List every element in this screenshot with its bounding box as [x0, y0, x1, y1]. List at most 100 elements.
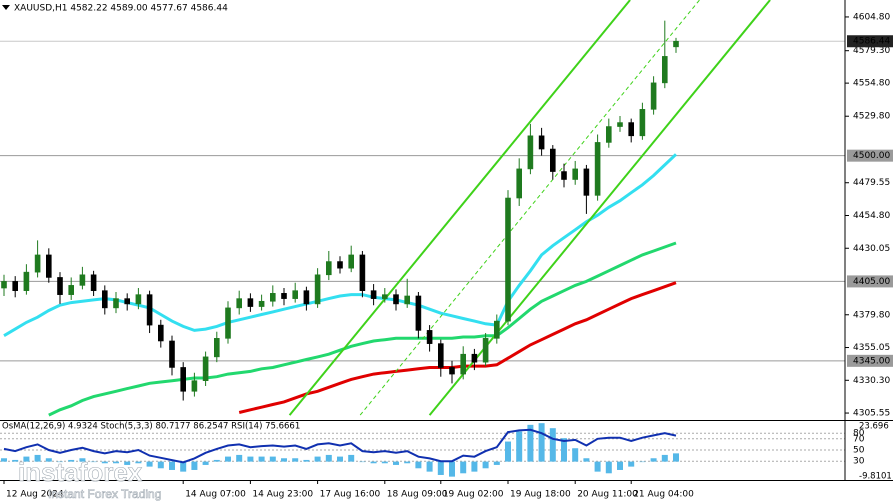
candle-body	[549, 148, 556, 172]
osma-bar	[90, 461, 97, 463]
x-tick-label: 12 Aug 2024	[6, 490, 64, 500]
candle-body	[617, 122, 623, 127]
osma-bar	[583, 458, 590, 462]
y-tick-label: 4604.80	[853, 12, 890, 22]
x-tick-label: 14 Aug 07:00	[185, 490, 246, 500]
osma-bar	[404, 461, 411, 464]
osma-bar	[247, 456, 254, 462]
indicator-label: OsMA(12,26,9) 4.9324 Stoch(5,3,3) 80.717…	[2, 422, 300, 432]
candle-body	[348, 254, 355, 269]
candle-body	[135, 294, 142, 305]
candle-body	[527, 135, 534, 170]
osma-bar	[549, 428, 556, 462]
osma-bar	[639, 461, 646, 463]
y-tick-label: 4529.80	[853, 112, 890, 122]
candle-body	[102, 290, 108, 309]
osma-bar	[650, 458, 657, 462]
chart-title: XAUUSD,H1 4582.22 4589.00 4577.67 4586.4…	[14, 4, 228, 14]
candle-body	[583, 168, 590, 196]
osma-bar	[337, 456, 343, 462]
level-label: 4345.00	[853, 356, 890, 366]
osma-bar	[146, 461, 153, 467]
candle-body	[493, 320, 500, 339]
osma-bar	[482, 461, 489, 469]
x-tick-label: 14 Aug 23:00	[252, 490, 313, 500]
osma-bar	[527, 424, 534, 462]
candle-body	[68, 285, 74, 295]
osma-bar	[505, 441, 511, 462]
candle-body	[158, 324, 164, 342]
candle-body	[460, 353, 467, 375]
osma-bar	[23, 456, 30, 462]
osma-bar	[1, 458, 7, 462]
channel-line	[288, 0, 631, 416]
candle-body	[225, 307, 231, 339]
osma-bar	[673, 453, 679, 462]
osma-bar	[460, 461, 467, 474]
candle-body	[538, 135, 545, 150]
y-tick-label: 4330.30	[853, 376, 890, 386]
indicator-y2-tick-label: -9.8101	[859, 472, 892, 482]
level-tag	[847, 149, 893, 162]
x-tick-label: 20 Aug 11:00	[577, 490, 638, 500]
candle-body	[325, 261, 332, 276]
osma-bar	[113, 461, 119, 464]
candle-body	[45, 254, 52, 278]
level-label: 4405.00	[853, 277, 890, 287]
candle-body	[1, 281, 7, 289]
osma-bar	[258, 456, 265, 462]
osma-bar	[169, 461, 175, 470]
osma-bar	[661, 454, 668, 462]
x-tick-label: 18 Aug 09:00	[387, 490, 448, 500]
candle-body	[359, 254, 366, 291]
osma-bar	[236, 454, 243, 462]
candle-body	[34, 254, 41, 273]
osma-bar	[437, 461, 444, 475]
osma-bar	[381, 461, 388, 464]
osma-bar	[303, 459, 310, 462]
osma-bar	[292, 458, 299, 462]
osma-bar	[393, 461, 399, 465]
axes: 4604.80 4579.30 4554.80 4529.80 4479.55 4454.…	[3, 12, 893, 500]
indicator-tick-label: 50	[853, 446, 865, 456]
osma-bar	[12, 459, 19, 462]
y-tick-label: 4479.55	[853, 178, 890, 188]
candle-body	[303, 290, 310, 305]
candle-body	[639, 109, 646, 137]
channel-line	[359, 0, 700, 416]
osma-bar	[314, 456, 321, 462]
candle-body	[337, 261, 343, 269]
osma-bar	[45, 458, 52, 462]
osma-bar	[124, 461, 131, 465]
x-tick-label: 21 Aug 04:00	[633, 490, 694, 500]
candle-body	[561, 171, 567, 180]
moving-average	[48, 241, 677, 417]
osma-bar	[359, 461, 366, 463]
osma-bar	[538, 423, 545, 462]
osma-bar	[516, 431, 523, 462]
candle-body	[214, 338, 220, 358]
indicator-tick-label: 70	[853, 434, 865, 444]
candle-body	[370, 290, 377, 299]
watermark-tagline: Instant Forex Trading	[48, 487, 161, 501]
osma-bar	[325, 454, 332, 462]
y-tick-label: 4379.80	[853, 310, 890, 320]
candle-body	[572, 168, 579, 180]
osma-bar	[225, 456, 231, 462]
osma-bar	[605, 461, 612, 474]
level-tag	[847, 275, 893, 288]
indicator-tick-label: 30	[853, 457, 865, 467]
candle-body	[605, 126, 612, 143]
candle-body	[281, 293, 287, 299]
osma-bar	[617, 461, 623, 470]
candle-body	[269, 293, 276, 302]
osma-bar	[471, 461, 478, 472]
current-price-tag	[847, 35, 893, 48]
candle-body	[124, 298, 130, 305]
candle-body	[314, 274, 321, 305]
candle-body	[202, 356, 209, 381]
osma-bar	[594, 461, 601, 472]
candle-body	[236, 298, 242, 309]
x-tick-label: 19 Aug 02:00	[443, 490, 504, 500]
